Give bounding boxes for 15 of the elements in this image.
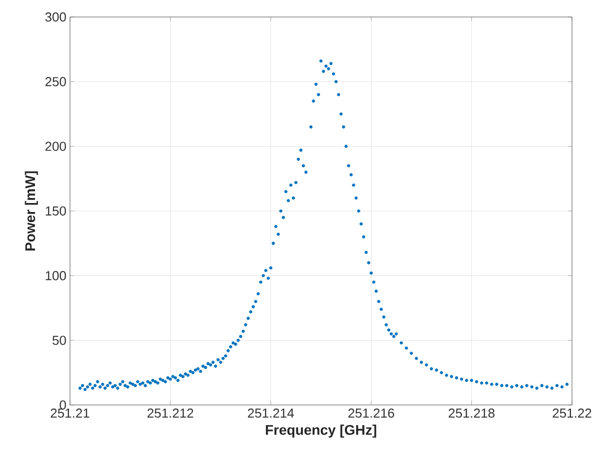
x-tick-label: 251.21 xyxy=(50,408,90,418)
y-tick-label: 50 xyxy=(52,336,66,345)
y-tick-label: 0 xyxy=(60,400,66,410)
y-tick-label: 200 xyxy=(45,142,66,151)
y-tick-label: 100 xyxy=(46,271,66,280)
x-axis-title: Frequency [GHz] xyxy=(266,424,376,438)
x-tick-label: 251.22 xyxy=(552,408,592,418)
y-tick-label: 150 xyxy=(46,206,66,216)
y-axis-title: Power [mW] xyxy=(24,171,38,250)
x-tick-label: 251.218 xyxy=(448,408,494,418)
x-tick-label: 251.216 xyxy=(348,408,394,418)
x-tick-label: 251.214 xyxy=(248,408,294,418)
y-tick-label: 250 xyxy=(45,77,66,86)
x-tick-label: 251.212 xyxy=(148,408,194,418)
y-tick-label: 300 xyxy=(45,12,66,22)
